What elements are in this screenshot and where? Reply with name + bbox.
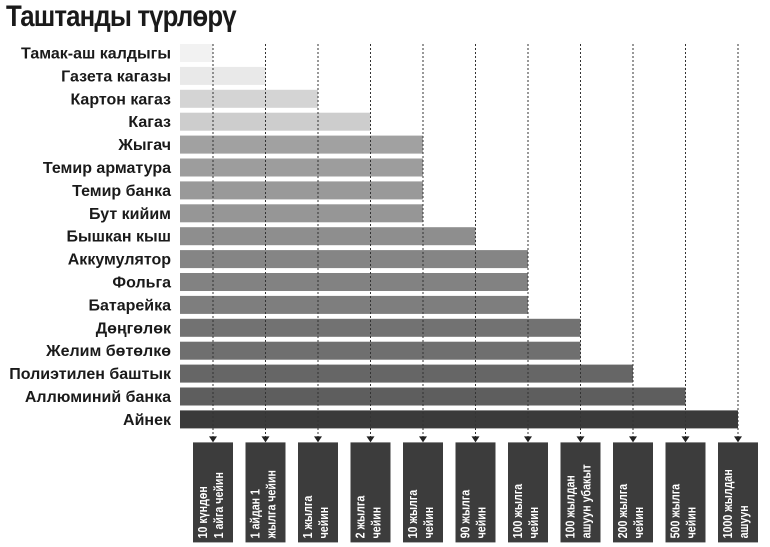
bar [180, 204, 423, 223]
bar [180, 273, 528, 291]
tick-label-box [245, 442, 286, 543]
category-label: Темир арматура [43, 160, 171, 177]
bar [180, 341, 581, 360]
tick-label: чейин [631, 507, 646, 539]
tick-arrow-icon [209, 436, 217, 443]
bar [180, 44, 213, 62]
tick-label: чейин [368, 507, 383, 539]
category-label: Аллюминий банка [25, 389, 171, 406]
tick-label: ашуун убакыт [578, 464, 593, 538]
bar [180, 135, 423, 154]
tick-label: 1000 жылдан [720, 469, 735, 538]
bar [180, 158, 423, 177]
tick-label: ашуун [736, 505, 751, 538]
category-label: Желим бөтөлкө [45, 343, 171, 360]
tick-label: 200 жылга [615, 484, 630, 539]
tick-label: 90 жылга [457, 489, 472, 538]
tick-label: чейин [473, 507, 488, 539]
category-label: Фольга [112, 275, 171, 292]
tick-arrow-icon [471, 436, 480, 443]
tick-label-box [560, 442, 601, 543]
tick-label-box [508, 442, 548, 543]
bar [180, 181, 423, 200]
bar [180, 387, 686, 406]
tick-label: чейин [683, 507, 698, 539]
tick-label-box [350, 442, 391, 543]
tick-label: жылга чейин [263, 470, 278, 539]
tick-label-box [613, 442, 653, 543]
chart-title: Таштанды түрлөрү [6, 0, 237, 33]
tick-label: чейин [421, 507, 436, 539]
category-label: Аккумулятор [68, 252, 171, 269]
tick-label: 500 жылга [667, 484, 682, 539]
bar [180, 410, 738, 429]
category-label: Дөңгөлөк [96, 320, 172, 337]
tick-label-box [665, 442, 706, 543]
category-label: Тамак-аш калдыгы [21, 46, 171, 63]
category-label: Айнек [123, 412, 172, 429]
tick-label-box [403, 442, 443, 543]
tick-arrow-icon [524, 436, 532, 443]
category-label: Жыгач [117, 137, 171, 154]
bar [180, 295, 528, 314]
category-labels-layer: Тамак-аш калдыгы Газета кагазы Картон кага… [9, 46, 172, 429]
category-label: Полиэтилен баштык [9, 366, 172, 383]
bar [180, 318, 581, 337]
x-axis-ticks-layer: 10 күндөн 1 айга чейин 1 айдан 1 жылга чейи… [193, 442, 758, 543]
category-label: Темир банка [72, 183, 171, 200]
bar [180, 112, 371, 131]
tick-arrow-icon [576, 436, 585, 443]
category-label: Бут кийим [89, 206, 171, 223]
category-label: Батарейка [88, 297, 171, 314]
tick-label: 100 жылга [510, 484, 525, 539]
category-label: Картон кагаз [70, 91, 171, 108]
tick-arrow-icon [734, 436, 742, 443]
tick-label: 10 жылга [405, 489, 420, 538]
bar [180, 89, 318, 108]
tick-label: 1 айдан 1 [247, 489, 262, 539]
bar [180, 227, 476, 246]
bars-layer [180, 44, 738, 429]
tick-arrow-icon [261, 436, 270, 443]
bar [180, 364, 633, 383]
category-label: Бышкан кыш [66, 229, 171, 246]
grid-layer [209, 44, 742, 443]
tick-label: 2 жылга [352, 495, 367, 538]
tick-label: чейин [526, 507, 541, 539]
tick-arrow-icon [314, 436, 322, 443]
tick-label-box [455, 442, 496, 543]
tick-label: 1 айга чейин [211, 472, 226, 538]
bar [180, 66, 266, 85]
tick-label: 100 жылдан [562, 475, 577, 538]
tick-label-box [298, 442, 338, 543]
tick-arrow-icon [629, 436, 637, 443]
tick-label: 10 күндөн [195, 486, 210, 538]
tick-arrow-icon [681, 436, 690, 443]
category-label: Газета кагазы [61, 68, 171, 85]
tick-label: чейин [316, 507, 331, 539]
tick-arrow-icon [419, 436, 427, 443]
category-label: Кагаз [128, 114, 171, 131]
tick-arrow-icon [366, 436, 375, 443]
tick-label-box [193, 442, 233, 543]
tick-label-box [718, 442, 758, 543]
bar [180, 250, 528, 269]
tick-label: 1 жылга [300, 495, 315, 538]
